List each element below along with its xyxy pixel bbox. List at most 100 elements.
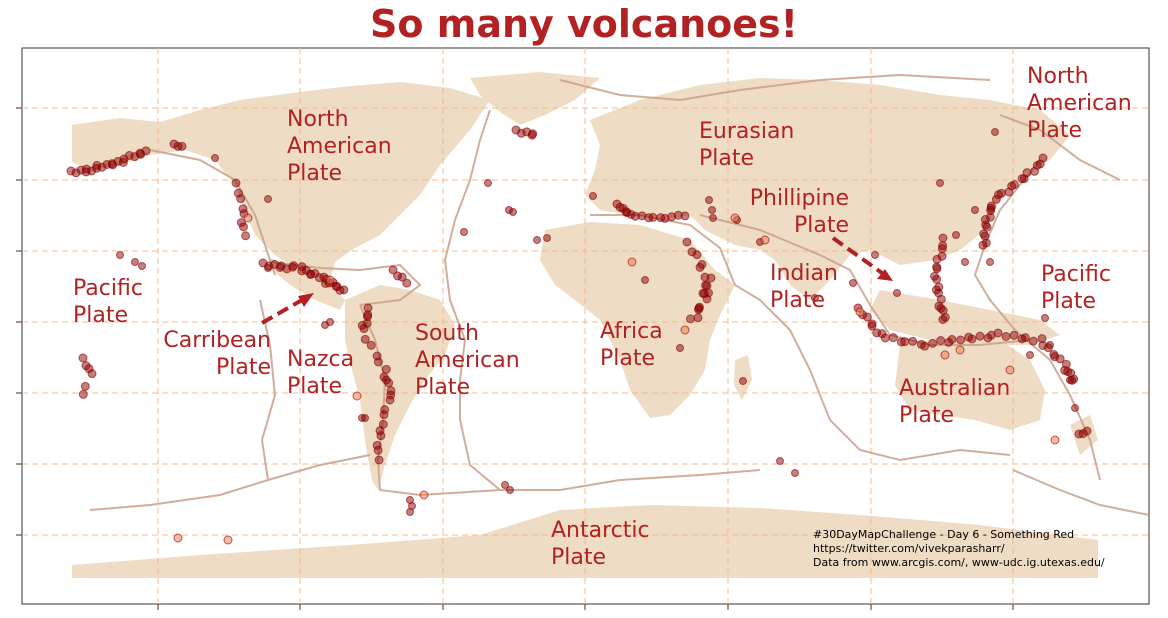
volcano-marker: [849, 279, 857, 287]
volcano-marker: [80, 381, 90, 391]
volcano-marker: [1055, 354, 1065, 364]
volcano-marker: [702, 294, 712, 304]
volcano-marker: [811, 294, 819, 302]
volcano-marker: [937, 244, 947, 254]
volcano-marker: [686, 314, 695, 324]
volcano-marker: [373, 357, 383, 367]
volcano-marker: [528, 129, 538, 139]
volcano-marker: [373, 445, 383, 455]
volcano-marker: [589, 192, 597, 200]
land-masses: [72, 72, 1098, 578]
phillipine-arrow: [831, 236, 884, 275]
volcano-marker: [326, 318, 334, 326]
volcano-marker: [360, 334, 370, 344]
volcano-marker: [676, 344, 684, 352]
carribean-plate-label-line-1: Plate: [216, 355, 271, 380]
volcano-marker: [1041, 314, 1049, 322]
volcano-marker: [366, 340, 376, 350]
antarctic-plate-label-line-0: Antarctic: [551, 518, 650, 543]
africa-plate-label: Africa Plate: [600, 319, 663, 371]
volcano-marker: [1046, 341, 1054, 349]
volcano-marker: [406, 508, 414, 516]
credits-block: #30DayMapChallenge - Day 6 - Something R…: [813, 528, 1105, 569]
phillipine-arrowhead: [877, 269, 893, 281]
volcano-marker: [709, 214, 717, 222]
volcano-marker: [680, 325, 690, 335]
volcano-marker: [695, 262, 705, 272]
volcano-marker: [501, 481, 509, 489]
volcano-marker: [991, 128, 999, 136]
volcano-marker: [419, 490, 429, 500]
volcano-marker: [141, 146, 151, 156]
volcano-marker: [961, 258, 969, 266]
north-american-plate-label-east-line-0: North: [1027, 64, 1089, 89]
volcano-marker: [648, 212, 658, 222]
volcano-marker: [1066, 376, 1074, 384]
volcano-marker: [928, 338, 938, 348]
eurasian-plate-label-line-1: Plate: [699, 146, 754, 171]
volcano-marker: [932, 254, 942, 264]
eurasian-plate-label: Eurasian Plate: [699, 119, 794, 171]
volcano-marker: [87, 369, 97, 379]
volcano-marker: [893, 289, 901, 297]
volcano-marker: [376, 431, 386, 441]
volcano-marker: [509, 208, 517, 216]
volcano-marker: [641, 276, 649, 284]
volcano-marker: [374, 455, 384, 465]
eurasian-plate-label-line-0: Eurasian: [699, 119, 794, 144]
volcano-marker: [289, 261, 299, 271]
volcano-marker: [381, 364, 391, 374]
volcano-marker: [708, 206, 716, 214]
credit-line-2: Data from www.arcgis.com/, www-udc.ig.ut…: [813, 556, 1105, 569]
volcano-marker: [1026, 351, 1034, 359]
volcano-marker: [543, 234, 551, 242]
north-american-plate-label-line-1: American: [287, 134, 392, 159]
volcano-marker: [702, 281, 712, 291]
volcano-marker: [264, 195, 272, 203]
carribean-plate-label: Carribean Plate: [163, 328, 271, 380]
volcano-marker: [908, 336, 918, 346]
volcano-marker: [971, 206, 979, 214]
indian-plate-label: Indian Plate: [770, 261, 838, 313]
volcano-marker: [116, 251, 124, 259]
volcano-marker: [484, 179, 492, 187]
volcano-marker: [460, 228, 468, 236]
volcano-marker: [385, 395, 395, 405]
volcano-marker: [867, 321, 877, 331]
volcano-marker: [993, 328, 1003, 338]
volcano-marker: [359, 324, 369, 334]
nazca-plate-label-line-1: Plate: [287, 374, 342, 399]
volcano-marker: [239, 222, 248, 232]
volcano-marker: [1030, 166, 1039, 176]
volcano-marker: [397, 272, 407, 282]
volcano-marker: [173, 533, 183, 543]
antarctic-plate-label-line-1: Plate: [551, 545, 606, 570]
volcano-marker: [78, 389, 88, 399]
volcano-marker: [776, 457, 784, 465]
volcano-marker: [936, 179, 944, 187]
north-american-plate-label-east-line-2: Plate: [1027, 118, 1082, 143]
volcano-marker: [978, 240, 988, 250]
volcano-marker: [131, 258, 139, 266]
volcano-marker: [138, 262, 146, 270]
volcano-marker: [692, 250, 702, 260]
volcano-marker: [211, 154, 219, 162]
volcano-marker: [871, 251, 879, 259]
south-american-plate-label-line-2: Plate: [415, 375, 470, 400]
volcano-marker: [241, 231, 251, 241]
volcano-marker: [388, 265, 398, 275]
volcano-marker: [223, 535, 233, 545]
volcano-marker: [1050, 435, 1060, 445]
volcano-marker: [379, 410, 389, 420]
volcano-marker: [760, 235, 770, 245]
africa-plate-label-line-1: Plate: [600, 346, 655, 371]
volcano-marker: [791, 469, 799, 477]
pacific-plate-label-east-line-1: Plate: [1041, 289, 1096, 314]
volcano-marker: [880, 333, 890, 343]
pacific-plate-label-east-line-0: Pacific: [1041, 262, 1111, 287]
volcano-marker: [361, 414, 369, 422]
volcano-marker: [739, 377, 747, 385]
volcano-marker: [955, 345, 965, 355]
volcano-marker: [1028, 336, 1038, 346]
